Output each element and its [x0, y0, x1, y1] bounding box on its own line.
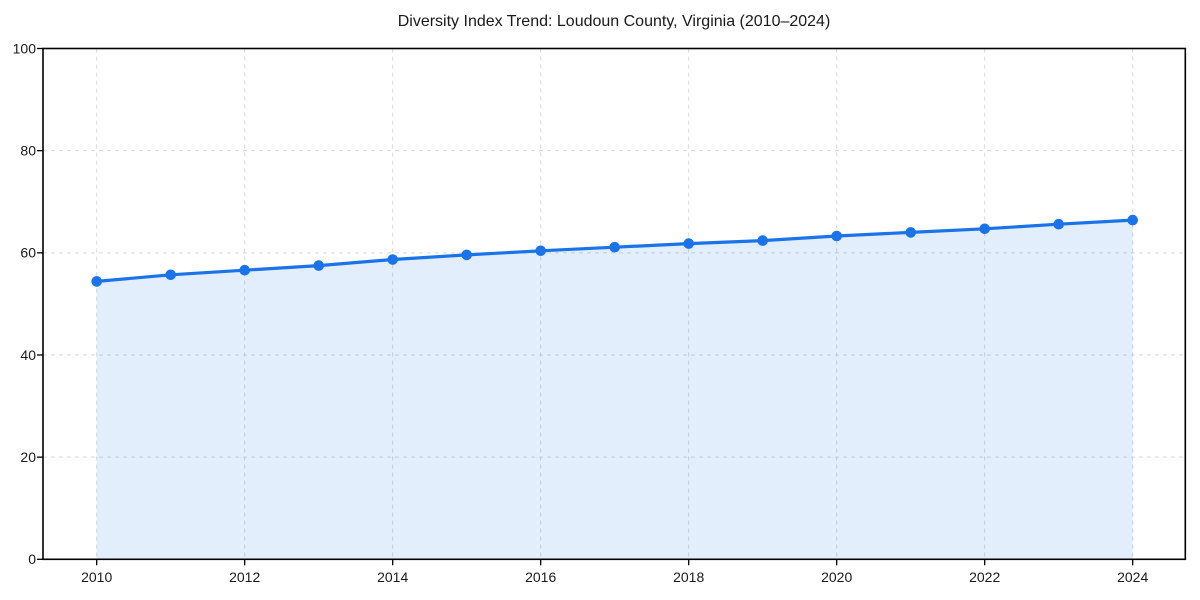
x-tick-label: 2018 [673, 569, 704, 585]
x-tick-label: 2022 [969, 569, 1000, 585]
x-tick-label: 2012 [229, 569, 260, 585]
data-point-2014 [387, 254, 399, 265]
data-point-2016 [535, 245, 546, 257]
data-point-2011 [165, 269, 176, 281]
y-tick-label: 60 [20, 245, 36, 261]
area-fill [96, 220, 1133, 560]
x-tick-label: 2016 [525, 569, 556, 585]
y-tick-label: 40 [20, 347, 36, 363]
data-point-2013 [313, 260, 325, 271]
data-point-2015 [461, 249, 473, 261]
data-point-2020 [831, 230, 842, 242]
x-tick-label: 2020 [821, 569, 852, 585]
x-tick-label: 2024 [1117, 569, 1148, 585]
y-tick-label: 20 [20, 449, 36, 465]
data-point-2017 [609, 241, 620, 253]
data-point-2024 [1127, 214, 1138, 226]
data-point-2018 [683, 238, 694, 249]
chart-title: Diversity Index Trend: Loudoun County, V… [397, 13, 831, 30]
y-tick-label: 0 [28, 551, 36, 567]
axis-ticks: 2010 2012 2014 2016 2018 2020 2022 2024 0 20 40 60 8… [13, 40, 1149, 585]
data-point-2023 [1053, 218, 1064, 230]
data-point-2019 [757, 235, 768, 246]
marker-layer [91, 214, 1138, 287]
y-tick-label: 80 [20, 143, 36, 159]
data-point-2022 [979, 223, 990, 235]
data-point-2010 [91, 276, 102, 287]
data-point-2012 [239, 264, 250, 276]
y-tick-label: 100 [13, 40, 37, 56]
x-tick-label: 2014 [377, 569, 408, 585]
plot-border [42, 47, 1187, 561]
data-point-2021 [905, 227, 916, 238]
x-tick-label: 2010 [81, 569, 112, 585]
